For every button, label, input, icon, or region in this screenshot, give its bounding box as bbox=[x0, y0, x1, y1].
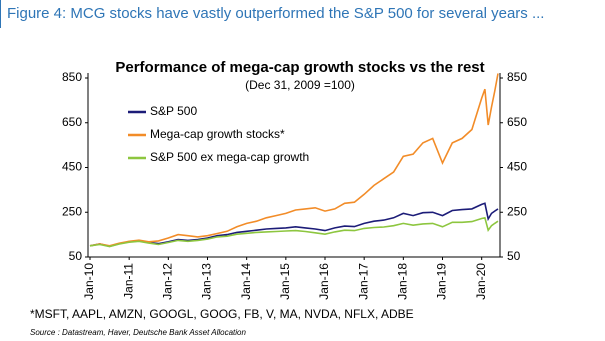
x-tick-label: Jan-14 bbox=[239, 263, 253, 300]
source: Source : Datastream, Haver, Deutsche Ban… bbox=[30, 328, 247, 337]
series-line bbox=[89, 216, 499, 248]
x-tick-label: Jan-13 bbox=[200, 263, 214, 300]
y-tick-label: 50 bbox=[69, 249, 83, 263]
legend-label: S&P 500 bbox=[150, 104, 197, 118]
chart-title: Performance of mega-cap growth stocks vs… bbox=[115, 59, 484, 76]
legend-label: Mega-cap growth stocks* bbox=[150, 127, 285, 141]
chart-subtitle: (Dec 31, 2009 =100) bbox=[245, 78, 355, 92]
y-tick-label: 850 bbox=[62, 70, 82, 84]
x-tick-label: Jan-11 bbox=[121, 263, 135, 299]
y2-tick-label: 50 bbox=[507, 249, 521, 263]
x-tick-label: Jan-12 bbox=[161, 263, 175, 300]
y-tick-label: 250 bbox=[62, 204, 82, 218]
y-tick-label: 450 bbox=[62, 160, 82, 174]
y2-tick-label: 450 bbox=[507, 160, 527, 174]
figure-title: Figure 4: MCG stocks have vastly outperf… bbox=[0, 0, 597, 28]
legend-label: S&P 500 ex mega-cap growth bbox=[150, 150, 309, 164]
y2-tick-label: 850 bbox=[507, 70, 527, 84]
x-tick-label: Jan-10 bbox=[82, 263, 96, 300]
x-tick-label: Jan-19 bbox=[435, 263, 449, 300]
y2-tick-label: 250 bbox=[507, 204, 527, 218]
x-tick-label: Jan-18 bbox=[396, 263, 410, 300]
footnote: *MSFT, AAPL, AMZN, GOOGL, GOOG, FB, V, M… bbox=[30, 307, 414, 321]
x-tick-label: Jan-16 bbox=[317, 263, 331, 300]
y2-tick-label: 650 bbox=[507, 115, 527, 129]
x-tick-label: Jan-15 bbox=[278, 263, 292, 300]
x-tick-label: Jan-20 bbox=[474, 263, 488, 300]
x-tick-label: Jan-17 bbox=[356, 263, 370, 300]
y-tick-label: 650 bbox=[62, 115, 82, 129]
series-line bbox=[89, 73, 499, 247]
